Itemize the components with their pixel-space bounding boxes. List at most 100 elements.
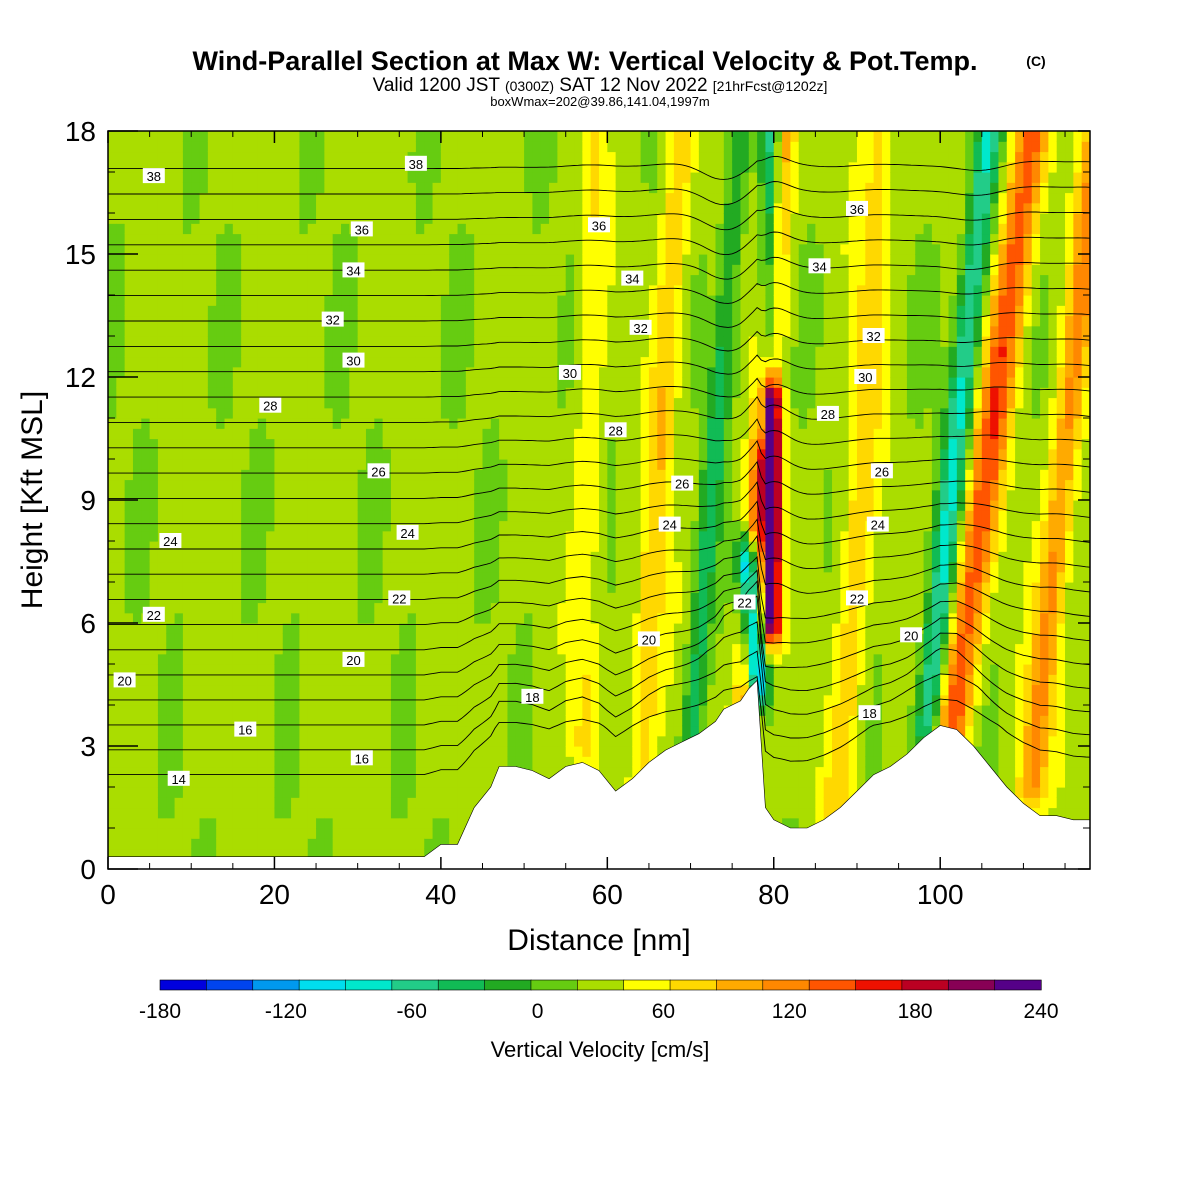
w-cell [482, 325, 492, 337]
w-cell [274, 602, 284, 614]
w-cell [382, 500, 392, 511]
w-cell [574, 612, 583, 624]
w-cell [540, 602, 550, 614]
w-cell [282, 438, 292, 450]
w-cell [599, 705, 608, 716]
w-cell [565, 274, 575, 286]
w-cell [540, 551, 550, 563]
w-cell [307, 530, 317, 542]
w-cell [299, 356, 309, 368]
w-cell [316, 664, 325, 675]
w-cell [582, 295, 592, 306]
w-cell [207, 561, 217, 573]
w-cell [299, 756, 309, 768]
w-cell [374, 582, 384, 593]
w-cell [482, 387, 492, 399]
w-cell [515, 694, 525, 706]
w-cell [224, 479, 234, 491]
w-cell [149, 438, 159, 450]
w-cell [274, 407, 284, 419]
w-cell [241, 633, 251, 645]
w-cell [166, 254, 176, 265]
w-cell [449, 182, 459, 194]
w-cell [116, 797, 126, 809]
w-cell [474, 766, 484, 778]
w-cell [374, 172, 384, 183]
w-cell [182, 448, 192, 460]
w-cell [648, 325, 658, 337]
w-cell [482, 530, 492, 542]
w-cell [457, 305, 467, 317]
w-cell [540, 387, 550, 399]
w-cell [673, 571, 683, 583]
w-cell [324, 551, 334, 563]
w-cell [257, 172, 267, 183]
w-cell [540, 756, 550, 768]
w-cell [174, 131, 184, 142]
w-cell [191, 141, 201, 153]
w-cell [216, 325, 226, 337]
w-cell [515, 202, 525, 214]
w-cell [282, 817, 292, 829]
w-cell [648, 428, 658, 440]
w-cell [224, 223, 234, 235]
w-cell [549, 571, 558, 583]
w-cell [432, 510, 442, 522]
w-cell [615, 623, 625, 634]
w-cell [574, 633, 583, 645]
w-cell [108, 274, 117, 286]
w-cell [665, 141, 675, 153]
w-cell [524, 541, 534, 552]
w-cell [116, 397, 126, 409]
w-cell [490, 500, 500, 511]
w-cell [657, 264, 667, 276]
w-cell [307, 438, 317, 450]
w-cell [108, 756, 117, 768]
w-cell [241, 551, 251, 563]
w-cell [399, 295, 409, 306]
w-cell [282, 151, 292, 163]
w-cell [440, 582, 450, 593]
w-cell [241, 571, 251, 583]
w-cell [648, 366, 658, 378]
w-cell [374, 510, 384, 522]
w-cell [599, 161, 608, 173]
w-cell [291, 807, 300, 819]
w-cell [241, 705, 251, 716]
w-cell [465, 766, 475, 778]
w-cell [557, 305, 567, 317]
w-cell [507, 725, 517, 737]
w-cell [316, 161, 325, 173]
w-cell [499, 377, 509, 388]
w-cell [307, 643, 317, 655]
w-cell [357, 766, 367, 778]
w-cell [116, 274, 126, 286]
w-cell [299, 141, 309, 153]
w-cell [549, 633, 558, 645]
w-cell [623, 192, 633, 204]
w-cell [590, 746, 600, 757]
w-cell [199, 715, 209, 727]
w-cell [207, 776, 217, 788]
w-cell [282, 336, 292, 347]
w-cell [599, 192, 608, 204]
w-cell [632, 305, 642, 317]
w-cell [615, 551, 625, 563]
w-cell [565, 213, 575, 224]
w-cell [149, 243, 159, 255]
w-cell [648, 346, 658, 358]
w-cell [549, 141, 558, 153]
w-cell [590, 664, 600, 675]
w-cell [349, 520, 359, 532]
w-cell [274, 254, 284, 265]
w-cell [282, 510, 292, 522]
w-cell [490, 428, 500, 440]
w-cell [224, 592, 234, 604]
w-cell [291, 284, 300, 296]
w-cell [665, 325, 675, 337]
w-cell [665, 305, 675, 317]
w-cell [415, 766, 425, 778]
w-cell [224, 541, 234, 552]
w-cell [199, 356, 209, 368]
w-cell [673, 664, 683, 675]
